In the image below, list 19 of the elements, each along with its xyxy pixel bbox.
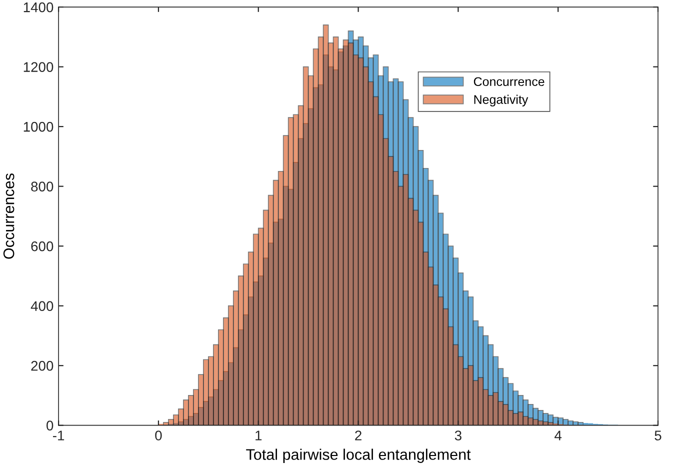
y-tick-label: 600 (31, 241, 54, 252)
x-tick-label: 0 (155, 430, 162, 440)
y-tick-label: 800 (31, 182, 54, 192)
y-tick-label: 1000 (24, 122, 54, 132)
x-tick-label: 5 (654, 430, 662, 440)
y-tick-label: 1400 (24, 2, 54, 12)
y-tick-label: 400 (30, 301, 54, 312)
x-tick-label: 1 (256, 430, 262, 440)
x-tick-label: -1 (53, 430, 64, 440)
y-tick-label: 0 (46, 420, 54, 431)
x-tick-label: 3 (454, 430, 462, 440)
y-tick-label: 1200 (24, 62, 54, 72)
x-axis-title: Total pairwise local entanglement (246, 448, 471, 463)
x-tick-label: 2 (355, 430, 362, 440)
y-axis-title: Occurrences (3, 173, 14, 259)
x-tick-label: 4 (554, 430, 562, 440)
legend-label: Concurrence (474, 77, 544, 86)
y-tick-label: 200 (31, 360, 54, 371)
legend-label: Negativity (474, 94, 528, 106)
